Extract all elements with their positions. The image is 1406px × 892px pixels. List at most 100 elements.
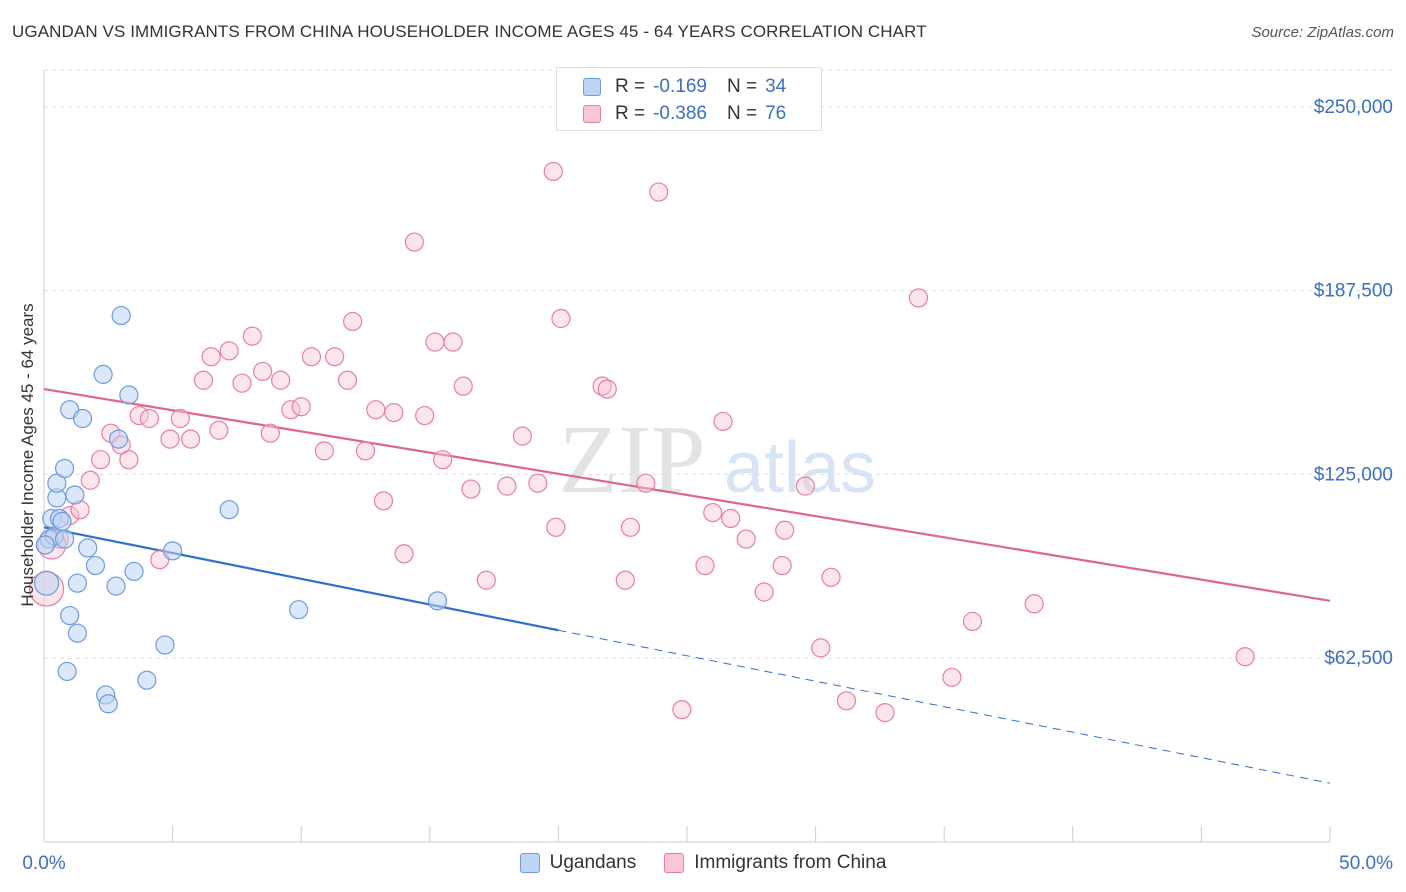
point-china [394, 544, 414, 564]
point-ugandans [108, 429, 129, 449]
point-ugandans [106, 576, 126, 596]
correlation-legend: R = -0.169 N = 34 R = -0.386 N = 76 [556, 67, 822, 131]
point-china [443, 332, 463, 352]
point-ugandans [98, 694, 118, 714]
point-china [551, 308, 571, 329]
point-china [291, 397, 311, 417]
point-china [821, 567, 841, 587]
point-china [672, 700, 692, 720]
point-ugandans [65, 485, 85, 505]
point-china [543, 161, 563, 182]
point-china [425, 332, 445, 352]
point-ugandans [427, 591, 448, 611]
point-china [908, 288, 929, 308]
point-ugandans [60, 605, 80, 626]
point-china [219, 341, 239, 361]
point-china [775, 520, 795, 540]
point-china [713, 411, 733, 432]
point-china [620, 517, 641, 537]
point-china [373, 491, 394, 511]
legend-r-label: R = [615, 76, 646, 97]
point-china [772, 555, 792, 576]
point-china [260, 423, 280, 443]
point-china [232, 373, 252, 393]
point-china [1024, 594, 1044, 614]
point-china [497, 476, 517, 496]
point-ugandans [119, 385, 139, 405]
legend-row-ugandans: R = -0.169 N = 34 [583, 75, 786, 99]
point-ugandans [52, 511, 72, 532]
point-china [384, 403, 404, 423]
point-china [355, 441, 376, 461]
point-ugandans [57, 661, 77, 682]
series-name-ugandans: Ugandans [549, 852, 637, 873]
point-china [253, 361, 273, 382]
chart-title: UGANDAN VS IMMIGRANTS FROM CHINA HOUSEHO… [12, 22, 927, 41]
point-china [453, 376, 473, 396]
series-swatch-china [664, 853, 685, 873]
point-ugandans [289, 600, 309, 620]
point-china [721, 508, 741, 529]
legend-n-label: N = [726, 103, 758, 124]
trend-line-ugandans-extrapolated [558, 629, 1331, 784]
point-china [119, 450, 139, 470]
y-tick-label: $125,000 [1314, 464, 1393, 485]
point-china [325, 347, 345, 367]
series-name-china: Immigrants from China [694, 852, 887, 873]
point-china [90, 450, 111, 470]
legend-swatch-ugandans [583, 78, 601, 96]
y-axis-label: Householder Income Ages 45 - 64 years [18, 303, 37, 607]
x-tick-label-min: 0.0% [22, 853, 65, 874]
series-legend-item-china: Immigrants from China [664, 852, 886, 874]
point-china [836, 691, 857, 711]
point-china [404, 232, 424, 252]
y-tick-label: $62,500 [1324, 648, 1393, 669]
point-china [795, 476, 815, 496]
point-china [695, 555, 715, 576]
point-china [242, 326, 262, 346]
point-china [433, 450, 453, 470]
point-china [337, 370, 358, 390]
x-tick-label-max: 50.0% [1339, 853, 1393, 874]
point-china [139, 408, 160, 429]
point-china [160, 429, 180, 449]
source-label: Source: ZipAtlas.com [1251, 24, 1394, 41]
point-china [962, 611, 983, 632]
legend-row-china: R = -0.386 N = 76 [583, 102, 786, 126]
point-ugandans [111, 305, 131, 326]
legend-r-value-ugandans: -0.169 [653, 76, 707, 97]
point-china [528, 473, 548, 493]
point-ugandans [35, 535, 55, 555]
point-china [703, 503, 723, 523]
point-china [875, 702, 895, 723]
point-ugandans [85, 555, 106, 576]
watermark: ZIP atlas [559, 406, 877, 514]
point-china [811, 638, 831, 658]
point-ugandans [78, 538, 98, 558]
point-ugandans [219, 500, 239, 520]
point-ugandans [93, 364, 113, 384]
point-china [736, 529, 756, 549]
series-legend: Ugandans Immigrants from China [0, 852, 1406, 874]
point-china [636, 473, 656, 493]
point-china [201, 347, 221, 367]
point-ugandans [124, 561, 144, 582]
point-ugandans [67, 623, 88, 643]
point-china [366, 400, 386, 420]
point-china [476, 570, 496, 590]
y-tick-label: $250,000 [1314, 97, 1393, 118]
point-china [1235, 647, 1255, 667]
point-china [209, 420, 229, 440]
point-china [649, 182, 669, 202]
point-ugandans [155, 635, 175, 655]
watermark-zip: ZIP [559, 406, 706, 514]
point-china [170, 408, 190, 429]
series-swatch-ugandans [519, 853, 540, 873]
legend-r-label: R = [615, 103, 646, 124]
legend-r-value-china: -0.386 [653, 103, 707, 124]
y-tick-label: $187,500 [1314, 281, 1393, 302]
trend-line-ugandans [43, 526, 559, 632]
point-ugandans [163, 541, 183, 561]
point-china [754, 582, 774, 602]
